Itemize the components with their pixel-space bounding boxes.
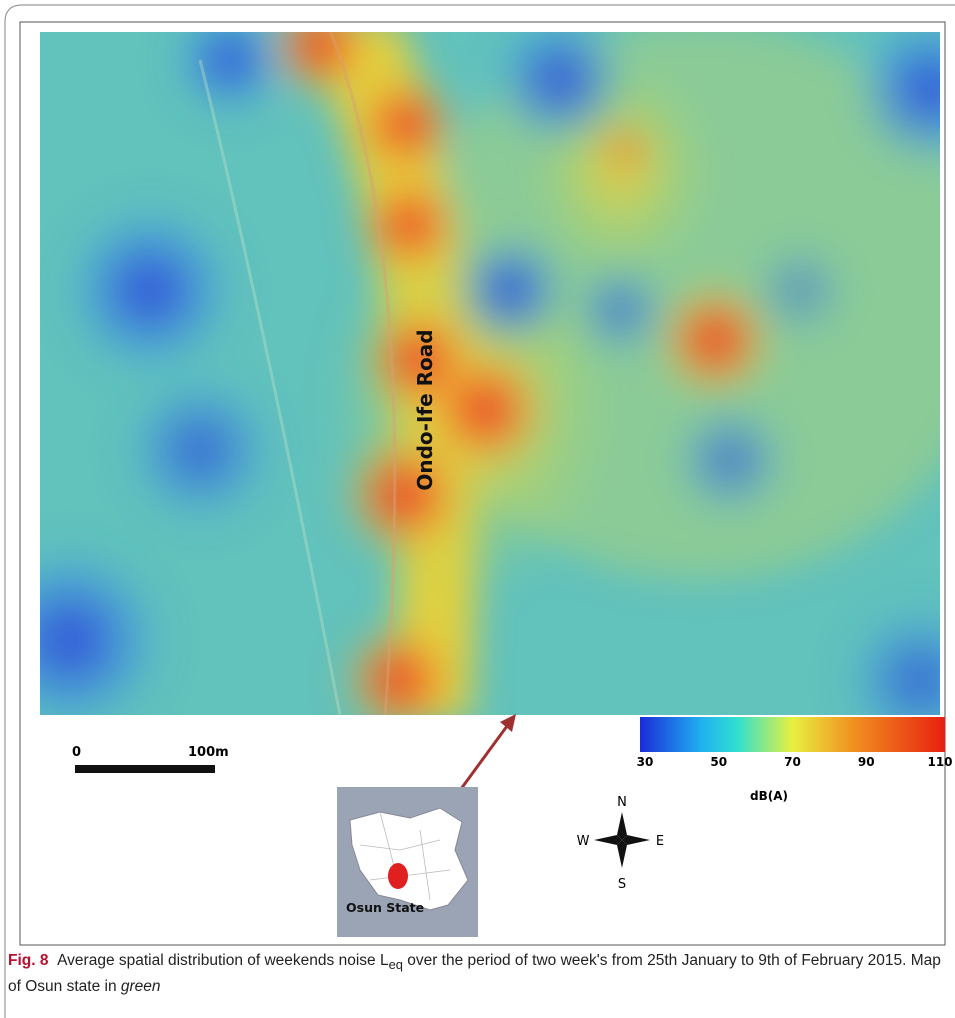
colorbar-tick-label: 50 [710,755,727,769]
figure: Ondo-Ife Road 0 100m 30 50 70 90 110 dB(A) O… [0,0,955,1018]
arrow-head [500,714,516,732]
caption-label: Fig. 8 [8,952,48,969]
caption-emphasis: green [121,978,161,995]
inset-label: Osun State [346,900,424,915]
page: Ondo-Ife Road 0 100m 30 50 70 90 110 dB(A) O… [0,0,955,1018]
colorbar-tick-label: 30 [637,755,654,769]
scale-start: 0 [72,745,81,760]
caption-subscript: eq [389,957,403,972]
colorbar-tick-label: 70 [784,755,801,769]
caption-text: Average spatial distribution of weekends… [57,952,388,969]
compass-e: E [656,834,664,849]
compass-n: N [617,795,627,810]
scale-end: 100m [188,745,229,760]
colorbar-tick-label: 90 [858,755,875,769]
colorbar-tick-label: 110 [927,755,952,769]
scale-bar [75,765,215,773]
caption: Fig. 8 Average spatial distribution of w… [8,950,948,998]
colorbar-unit: dB(A) [750,789,788,803]
compass-w: W [577,834,590,849]
colorbar [640,717,945,752]
compass-s: S [618,877,626,892]
road-label: Ondo-Ife Road [413,329,437,490]
compass [594,812,650,868]
heatmap [0,0,955,760]
